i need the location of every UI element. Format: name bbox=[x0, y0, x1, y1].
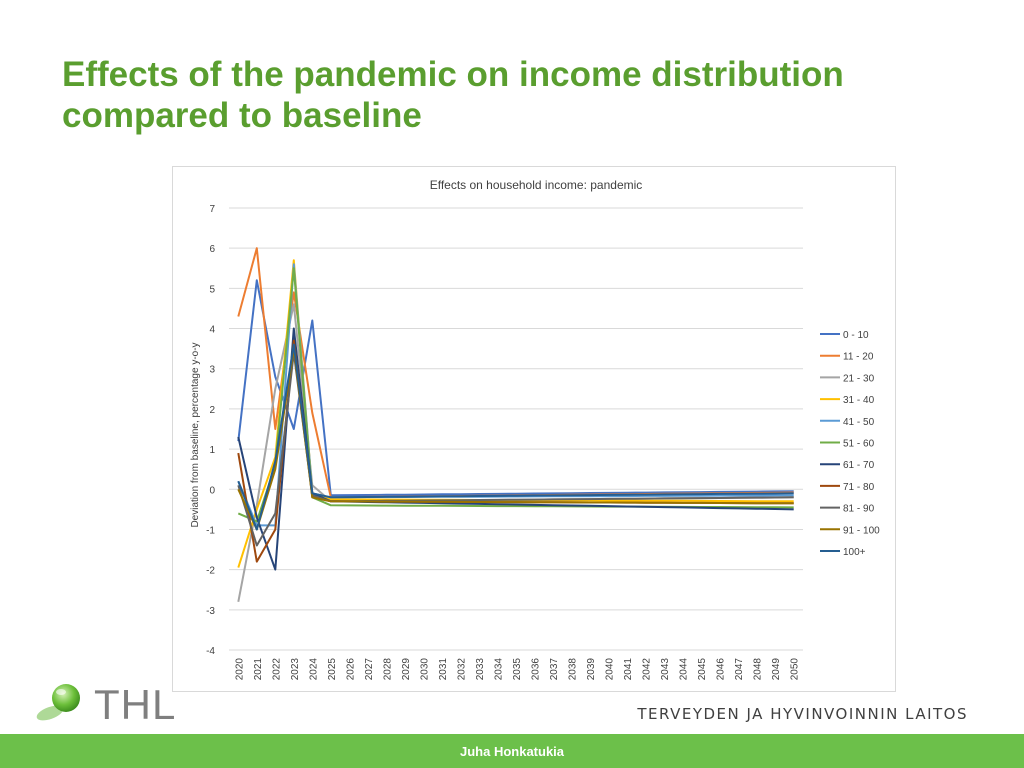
x-tick-label: 2035 bbox=[512, 658, 523, 681]
x-tick-label: 2020 bbox=[234, 658, 245, 681]
x-tick-label: 2032 bbox=[456, 658, 467, 681]
x-tick-label: 2036 bbox=[531, 658, 542, 681]
legend-label: 41 - 50 bbox=[843, 417, 875, 428]
x-tick-label: 2022 bbox=[271, 658, 282, 681]
y-tick-label: 5 bbox=[209, 284, 215, 295]
x-tick-label: 2041 bbox=[623, 658, 634, 681]
chart-frame: Effects on household income: pandemic -4 -… bbox=[172, 166, 896, 692]
legend-label: 61 - 70 bbox=[843, 460, 875, 471]
y-tick-label: 1 bbox=[209, 445, 215, 456]
x-tick-label: 2040 bbox=[605, 658, 616, 681]
legend-label: 81 - 90 bbox=[843, 504, 875, 515]
y-tick-label: 7 bbox=[209, 204, 215, 215]
x-tick-label: 2038 bbox=[568, 658, 579, 681]
x-tick-label: 2037 bbox=[549, 658, 560, 681]
x-tick-label: 2023 bbox=[290, 658, 301, 681]
x-tick-label: 2050 bbox=[790, 658, 801, 681]
slide-title: Effects of the pandemic on income distri… bbox=[62, 55, 844, 135]
y-tick-label: 4 bbox=[209, 325, 215, 336]
legend-label: 21 - 30 bbox=[843, 373, 875, 384]
x-tick-label: 2033 bbox=[475, 658, 486, 681]
y-tick-label: 0 bbox=[209, 485, 215, 496]
x-tick-label: 2027 bbox=[364, 658, 375, 681]
x-tick-label: 2039 bbox=[586, 658, 597, 681]
x-tick-label: 2028 bbox=[382, 658, 393, 681]
x-tick-label: 2046 bbox=[716, 658, 727, 681]
series-line-0-10 bbox=[237, 279, 794, 497]
legend-label: 91 - 100 bbox=[843, 525, 880, 536]
x-tick-label: 2031 bbox=[438, 658, 449, 681]
series-line-91-100 bbox=[237, 347, 794, 531]
y-tick-label: -2 bbox=[206, 566, 215, 577]
series-line-100plus bbox=[237, 343, 794, 531]
x-tick-label: 2024 bbox=[308, 658, 319, 681]
legend-label: 71 - 80 bbox=[843, 482, 875, 493]
legend-label: 100+ bbox=[843, 547, 866, 558]
x-tick-label: 2025 bbox=[327, 658, 338, 681]
x-tick-label: 2042 bbox=[642, 658, 653, 681]
y-tick-label: 2 bbox=[209, 405, 215, 416]
y-tick-label: 3 bbox=[209, 365, 215, 376]
organization-name: TERVEYDEN JA HYVINVOINNIN LAITOS bbox=[637, 705, 968, 723]
x-tick-label: 2034 bbox=[493, 658, 504, 681]
line-chart: Effects on household income: pandemic -4 -… bbox=[190, 178, 880, 681]
x-tick-label: 2044 bbox=[679, 658, 690, 681]
series-line-41-50 bbox=[237, 263, 794, 527]
chart-title: Effects on household income: pandemic bbox=[430, 178, 643, 192]
logo-text: THL bbox=[94, 681, 177, 728]
x-tick-label: 2045 bbox=[697, 658, 708, 681]
y-axis-label: Deviation from baseline, percentage y-o-… bbox=[190, 342, 201, 527]
legend-label: 31 - 40 bbox=[843, 395, 875, 406]
x-tick-label: 2026 bbox=[345, 658, 356, 681]
x-tick-label: 2047 bbox=[734, 658, 745, 681]
footer-bar: Juha Honkatukia bbox=[0, 734, 1024, 768]
x-tick-label: 2049 bbox=[771, 658, 782, 681]
x-tick-label: 2029 bbox=[401, 658, 412, 681]
thl-leaf-logo-icon bbox=[36, 684, 80, 721]
x-tick-label: 2048 bbox=[753, 658, 764, 681]
y-tick-label: -4 bbox=[206, 646, 215, 657]
y-tick-label: -1 bbox=[206, 525, 215, 536]
legend-label: 11 - 20 bbox=[843, 352, 874, 363]
x-tick-label: 2043 bbox=[660, 658, 671, 681]
x-tick-label: 2030 bbox=[419, 658, 430, 681]
footer-author: Juha Honkatukia bbox=[459, 744, 565, 759]
y-tick-label: -3 bbox=[206, 606, 215, 617]
x-tick-label: 2021 bbox=[253, 658, 264, 681]
series-line-51-60 bbox=[237, 267, 794, 523]
legend-label: 0 - 10 bbox=[843, 330, 869, 341]
y-tick-label: 6 bbox=[209, 244, 215, 255]
series-line-11-20 bbox=[237, 247, 794, 499]
legend-label: 51 - 60 bbox=[843, 439, 875, 450]
